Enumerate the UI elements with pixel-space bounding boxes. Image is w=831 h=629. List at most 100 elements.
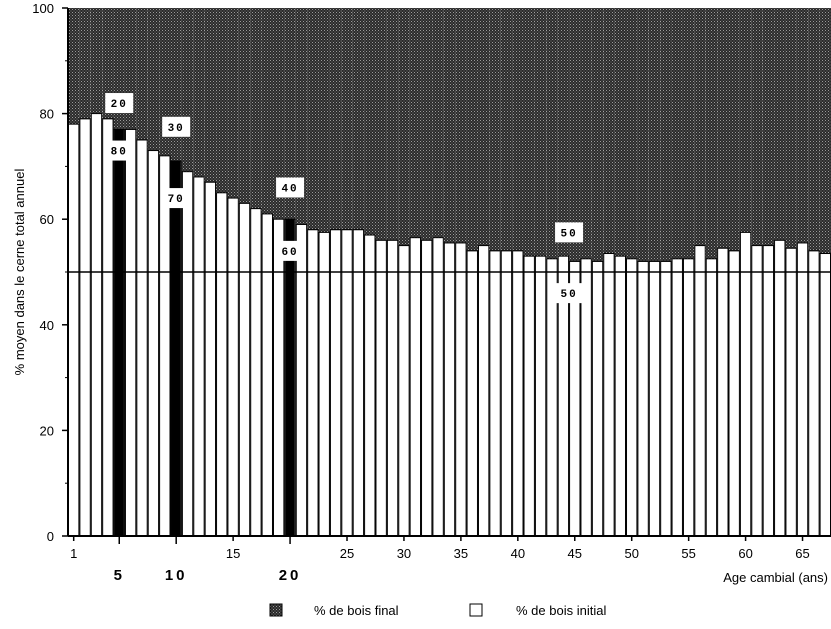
bar-bois-final <box>284 8 296 220</box>
bar-bois-initial <box>204 181 217 537</box>
annotation-label: 70 <box>168 194 185 206</box>
bar-bois-final <box>352 8 365 230</box>
bar-bois-initial <box>489 250 501 537</box>
bar-bois-final <box>295 8 308 225</box>
x-tick-label: 15 <box>226 546 240 561</box>
bar-bois-final <box>546 8 558 259</box>
bar-bois-final <box>170 8 182 162</box>
bar-bois-final <box>660 8 672 262</box>
bar-bois-initial <box>785 247 797 537</box>
bar-bois-initial <box>398 245 410 537</box>
x-axis-label: Age cambial (ans) <box>723 570 828 585</box>
bar-bois-final <box>477 8 490 246</box>
bar-bois-initial <box>238 202 251 537</box>
bar-bois-final <box>124 8 137 130</box>
bar-bois-final <box>250 8 262 209</box>
bar-bois-final <box>819 8 831 254</box>
bar-bois-initial <box>124 128 137 537</box>
bar-bois-final <box>432 8 444 238</box>
bar-bois-final <box>728 8 740 251</box>
bar-bois-final <box>580 8 592 259</box>
bar-bois-final <box>386 8 399 241</box>
bar-bois-initial <box>774 239 786 537</box>
annotation-label: 60 <box>281 247 298 259</box>
bar-bois-initial <box>717 247 729 537</box>
bar-bois-final <box>90 8 103 114</box>
bar-bois-final <box>796 8 809 243</box>
bar-bois-final <box>534 8 547 257</box>
bar-bois-initial <box>386 239 399 537</box>
bar-bois-final <box>147 8 160 151</box>
bar-bois-final <box>216 8 228 193</box>
bar-bois-initial <box>227 197 239 537</box>
annotation-box <box>105 93 134 114</box>
x-tick-label: 55 <box>681 546 695 561</box>
legend-swatch-bois-initial <box>469 603 483 617</box>
annotation-label: 20 <box>111 99 128 111</box>
x-tick-label: 40 <box>511 546 525 561</box>
bar-bois-final <box>614 8 627 257</box>
highlight-bar <box>171 161 181 536</box>
bar-bois-final <box>557 8 570 257</box>
bar-bois-final <box>193 8 205 177</box>
x-tick-label: 5 <box>114 567 125 584</box>
bar-bois-final <box>68 8 80 125</box>
bar-bois-initial <box>307 229 319 537</box>
bar-bois-final <box>466 8 478 251</box>
bar-bois-final <box>455 8 467 243</box>
bar-bois-initial <box>250 208 262 537</box>
bar-bois-final <box>307 8 319 230</box>
bar-bois-initial <box>261 213 273 537</box>
y-tick-label: 80 <box>40 107 54 122</box>
bar-bois-final <box>808 8 820 251</box>
annotation-box <box>162 116 191 137</box>
bar-bois-final <box>113 8 125 130</box>
bar-bois-final <box>489 8 501 251</box>
bar-bois-final <box>272 8 285 220</box>
annotations-group: 20 80 30 70 40 60 50 50 <box>105 93 584 304</box>
bar-bois-initial <box>216 192 228 537</box>
bar-bois-final <box>204 8 217 183</box>
bar-bois-final <box>443 8 456 243</box>
bar-bois-initial <box>466 250 478 537</box>
bar-bois-initial <box>591 260 604 537</box>
bar-bois-initial <box>796 242 809 537</box>
annotation-label: 40 <box>281 184 298 196</box>
bar-bois-initial <box>682 258 695 537</box>
bar-bois-initial <box>68 123 80 537</box>
bar-bois-initial <box>352 229 365 537</box>
bar-bois-final <box>79 8 91 119</box>
annotation-box <box>276 177 305 198</box>
bar-bois-initial <box>329 229 342 537</box>
bar-bois-initial <box>603 253 615 537</box>
x-tick-label: 65 <box>795 546 809 561</box>
bar-bois-final <box>751 8 763 246</box>
bar-bois-initial <box>455 242 467 537</box>
highlight-bar <box>285 219 295 536</box>
bar-bois-final <box>762 8 775 246</box>
bar-bois-initial <box>534 255 547 537</box>
annotation-box <box>162 188 191 209</box>
bar-bois-final <box>512 8 524 251</box>
bar-bois-final <box>637 8 649 262</box>
annotation-box <box>276 240 305 261</box>
bar-bois-final <box>569 8 581 262</box>
highlight-bar <box>114 129 124 536</box>
x-tick-label: 50 <box>624 546 638 561</box>
y-tick-label: 40 <box>40 318 54 333</box>
bar-bois-initial <box>819 253 831 537</box>
x-tick-label: 20 <box>279 567 302 584</box>
bar-bois-initial <box>694 245 706 537</box>
bar-bois-initial <box>193 176 205 537</box>
bar-bois-final <box>102 8 114 119</box>
legend-label-bois-initial: % de bois initial <box>516 603 606 618</box>
x-tick-label: 35 <box>454 546 468 561</box>
bar-bois-final <box>603 8 615 254</box>
bar-bois-final <box>523 8 535 257</box>
bar-bois-initial <box>626 258 638 537</box>
bar-bois-initial <box>432 237 444 537</box>
bar-bois-final <box>421 8 433 241</box>
bar-bois-initial <box>181 171 194 537</box>
bar-bois-final <box>318 8 330 233</box>
